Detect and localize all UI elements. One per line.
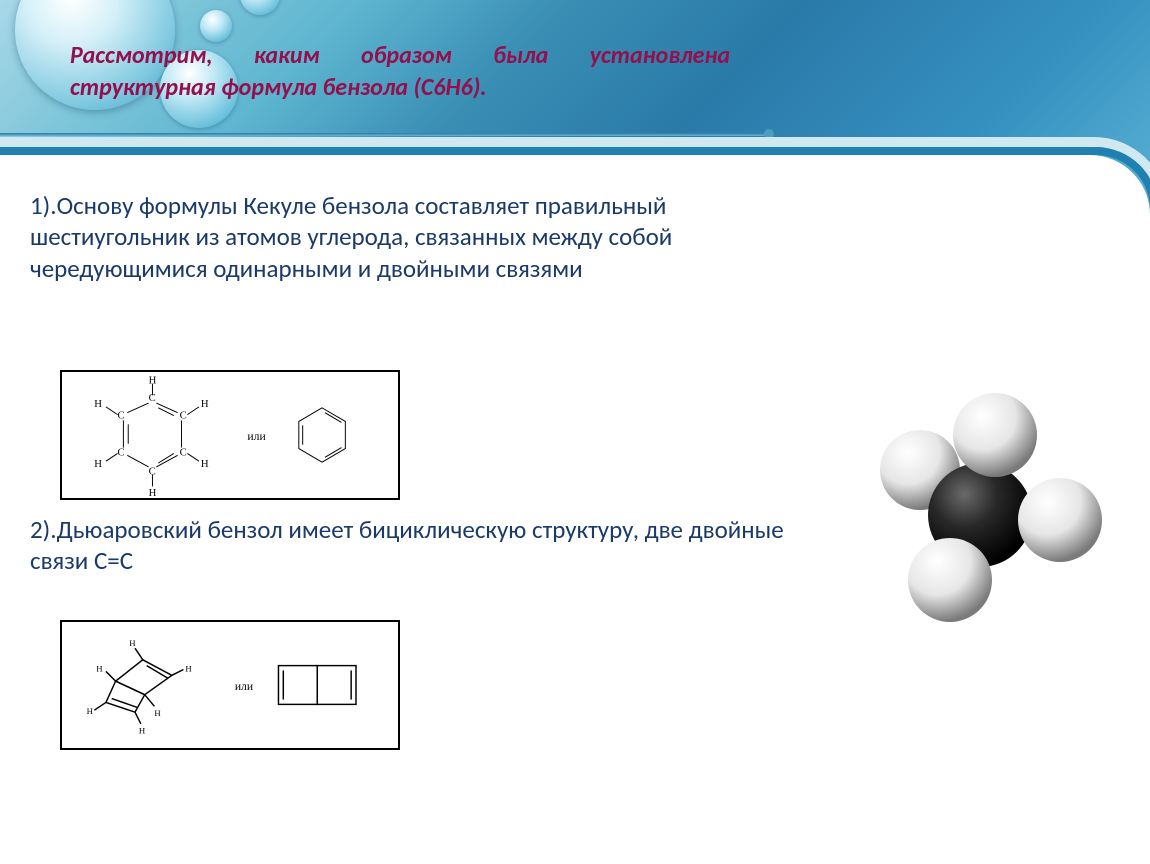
atom-h: H <box>201 399 209 410</box>
atom-c: C <box>180 447 187 458</box>
molecule-3d-model <box>850 370 1110 630</box>
dewar-benzene-diagram: H H H H H H или <box>60 620 400 750</box>
atom-c: C <box>180 411 187 422</box>
decorative-bubble <box>200 10 232 42</box>
atom-h: H <box>149 488 157 498</box>
svg-text:H: H <box>129 638 136 648</box>
atom-h: H <box>149 376 157 387</box>
slide-title: Рассмотрим, каким образом была установле… <box>70 40 730 105</box>
paragraph-2: 2).Дьюаровский бензол имеет бициклическу… <box>30 514 790 577</box>
atom-h: H <box>201 459 209 470</box>
decorative-bubble <box>240 0 280 15</box>
svg-text:H: H <box>96 663 103 673</box>
svg-text:H: H <box>139 725 146 735</box>
slide-title-block: Рассмотрим, каким образом была установле… <box>70 40 730 105</box>
title-underline <box>0 133 770 136</box>
kekule-benzene-diagram: C C C C C C <box>60 370 400 500</box>
or-label: или <box>247 430 265 443</box>
atom-h: H <box>94 399 102 410</box>
svg-text:H: H <box>185 663 192 673</box>
paragraph-1: 1).Основу формулы Кекуле бензола составл… <box>30 190 790 284</box>
or-label-2: или <box>235 680 253 693</box>
atom-h: H <box>94 459 102 470</box>
atom-c: C <box>118 447 125 458</box>
atom-c: C <box>118 411 125 422</box>
svg-text:H: H <box>154 708 161 718</box>
svg-text:H: H <box>87 706 94 716</box>
